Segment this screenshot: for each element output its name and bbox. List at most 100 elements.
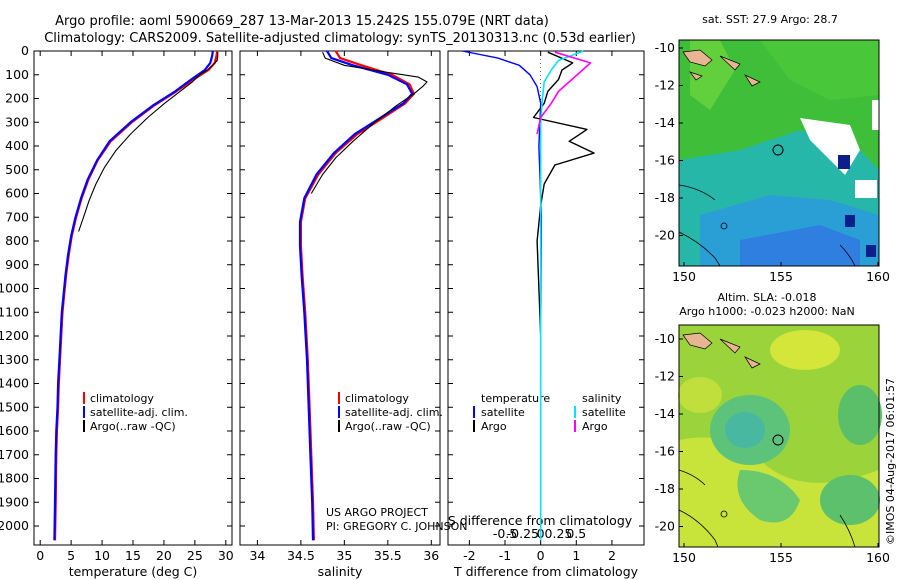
sla-small-marker [720, 510, 728, 518]
y-tick-label: 1100 [0, 304, 29, 319]
sla-low-region [737, 470, 800, 523]
sla-land [682, 332, 761, 369]
series-satellite-adj-clim- [53, 50, 214, 541]
sla-high-region [770, 330, 840, 370]
legend-sal-satellite: satellite [582, 406, 626, 419]
sst-warm-patch [760, 40, 879, 100]
map-y-tick-label: -10 [655, 40, 675, 55]
x-tick-label: 36 [423, 548, 439, 563]
y-tick-label: 1300 [0, 352, 29, 367]
chart-1: 34 34.5 35 35.5 36 salinity [240, 50, 440, 579]
legend-temp-satellite: satellite [481, 406, 525, 419]
legend-climatology: climatology [345, 392, 409, 405]
y-tick-label: 1800 [0, 471, 29, 486]
sla-contour [678, 509, 719, 548]
sla-map-title-2: Argo h1000: -0.023 h2000: NaN [679, 305, 855, 318]
map-y-tick-label: -18 [655, 481, 675, 496]
x-tick-label: -1 [499, 548, 511, 563]
y-tick-label: 0 [21, 43, 29, 58]
sst-cold-spot [838, 155, 850, 169]
x-axis-label: temperature (deg C) [69, 564, 198, 579]
map-y-tick-label: -20 [655, 228, 675, 243]
map-y-tick-label: -16 [655, 153, 675, 168]
salinity-panel [239, 50, 441, 546]
map-x-tick-label: 150 [672, 269, 696, 284]
map-y-tick-label: -20 [655, 519, 675, 534]
sla-low-region [820, 475, 880, 525]
y-tick-label: 700 [5, 209, 29, 224]
difference-legend: temperature satellite Argo salinity sate… [473, 392, 626, 433]
map-x-tick-label: 150 [672, 550, 696, 565]
map-x-tick-label: 160 [866, 269, 890, 284]
x-tick-label: 15 [125, 548, 141, 563]
y-tick-label: 1000 [0, 281, 29, 296]
x-axis-label: T difference from climatology [453, 564, 639, 579]
sst-profile-marker [772, 144, 784, 156]
sla-map [678, 324, 882, 548]
series-temperature-argo [532, 51, 595, 337]
sst-map [678, 39, 880, 267]
sst-no-data [872, 100, 879, 130]
chart-0: 0 5 10 15 20 25 30 temperature (deg C) 0 100 200 30… [0, 43, 234, 579]
difference-plot-frame [447, 50, 645, 546]
x-tick-label: 1 [572, 548, 580, 563]
map-y-tick-label: -14 [655, 406, 675, 421]
map-y-tick-label: -14 [655, 115, 675, 130]
map-y-tick-label: -16 [655, 444, 675, 459]
credit-project: US ARGO PROJECT [326, 506, 428, 519]
x-tick-label: 0 [537, 548, 545, 563]
x-tick-label: 34 [249, 548, 265, 563]
series-temperature-satellite [462, 50, 543, 541]
legend-salinity-heading: salinity [582, 392, 622, 405]
legend-sal-argo: Argo [582, 420, 608, 433]
map-x-tick-label: 155 [769, 550, 793, 565]
map-y-tick-label: -10 [655, 331, 675, 346]
sla-map-title-1: Altim. SLA: -0.018 [717, 291, 816, 304]
sst-map-title: sat. SST: 27.9 Argo: 28.7 [702, 13, 838, 26]
x-tick-label: 10 [94, 548, 110, 563]
y-tick-label: 100 [5, 67, 29, 82]
s-tick-label: -0.25 [507, 526, 539, 541]
sla-map-frame [678, 324, 880, 548]
legend-temperature-heading: temperature [481, 392, 550, 405]
legend-argo: Argo(..raw -QC) [90, 420, 176, 433]
sla-high-region [678, 377, 722, 413]
y-tick-label: 200 [5, 91, 29, 106]
sst-cool-region [740, 225, 860, 266]
y-tick-label: 500 [5, 162, 29, 177]
chart-2: -2 -1 0 1 2-0.5-0.250 0.250.5S difference fro… [448, 50, 644, 579]
series-satellite-adj-clim- [298, 50, 414, 541]
sst-contour [678, 231, 721, 267]
legend-satellite-adj: satellite-adj. clim. [345, 406, 443, 419]
y-tick-label: 1200 [0, 328, 29, 343]
title-line-1: Argo profile: aoml 5900669_287 13-Mar-20… [55, 14, 549, 29]
title-line-2: Climatology: CARS2009. Satellite-adjuste… [44, 31, 636, 46]
x-tick-label: 0 [36, 548, 44, 563]
salinity-plot-frame [239, 50, 441, 546]
salinity-legend: climatology satellite-adj. clim. Argo(..… [338, 392, 443, 433]
sla-contour [678, 469, 706, 486]
y-tick-label: 1500 [0, 399, 29, 414]
y-tick-label: 1600 [0, 423, 29, 438]
x-tick-label: 35.5 [374, 548, 402, 563]
x-tick-label: 5 [67, 548, 75, 563]
y-tick-label: 800 [5, 233, 29, 248]
map-y-tick-label: -12 [655, 369, 675, 384]
y-tick-label: 900 [5, 257, 29, 272]
x-tick-label: 30 [218, 548, 234, 563]
map-x-tick-label: 160 [866, 550, 890, 565]
x-tick-label: 34.5 [287, 548, 315, 563]
y-tick-label: 300 [5, 114, 29, 129]
sst-small-marker [720, 222, 728, 230]
y-tick-label: 1900 [0, 494, 29, 509]
map-y-tick-label: -12 [655, 78, 675, 93]
legend-satellite-adj: satellite-adj. clim. [90, 406, 188, 419]
y-tick-label: 400 [5, 138, 29, 153]
y-tick-label: 2000 [0, 518, 29, 533]
sst-cold-spot [845, 215, 855, 227]
difference-panel [447, 50, 645, 546]
y-tick-label: 1400 [0, 376, 29, 391]
s-tick-label: 0.25 [545, 526, 573, 541]
